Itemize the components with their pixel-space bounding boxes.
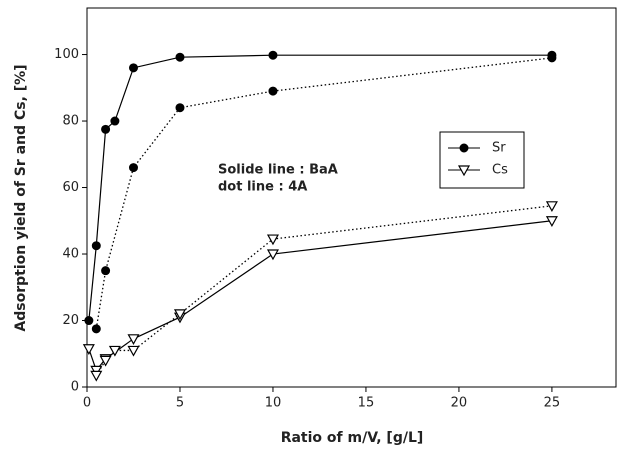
legend-marker <box>457 165 471 177</box>
point <box>173 309 187 321</box>
point <box>101 266 111 276</box>
point <box>545 201 558 213</box>
series-line <box>95 205 552 376</box>
point <box>127 345 140 357</box>
series-line <box>88 54 552 321</box>
x-axis-label: Ratio of m/V, [g/L] <box>281 430 424 446</box>
x-tick-label: 10 <box>265 396 282 411</box>
x-tick-label: 5 <box>176 396 184 411</box>
point <box>268 50 278 60</box>
legend-label: Cs <box>492 163 508 178</box>
point <box>82 344 95 356</box>
point <box>90 370 103 382</box>
legend-box <box>439 131 525 189</box>
point <box>91 324 101 334</box>
x-tick-label: 15 <box>358 396 375 411</box>
x-tick-label: 20 <box>451 396 468 411</box>
point <box>99 355 112 367</box>
point <box>108 345 121 357</box>
legend-marker <box>459 143 469 153</box>
point <box>266 249 279 261</box>
plot-frame <box>86 7 617 388</box>
point <box>266 234 279 246</box>
series-line <box>88 220 552 372</box>
point <box>91 241 101 251</box>
point <box>175 103 185 113</box>
legend-label: Sr <box>492 141 506 156</box>
point <box>110 116 120 126</box>
y-tick-label: 20 <box>62 313 79 328</box>
y-tick-label: 0 <box>71 380 79 395</box>
point <box>127 334 140 346</box>
y-tick-label: 60 <box>62 180 79 195</box>
y-axis-label: Adsorption yield of Sr and Cs, [%] <box>13 64 29 331</box>
point <box>268 86 278 96</box>
y-tick-label: 100 <box>54 47 79 62</box>
point <box>84 316 94 326</box>
annotation: Solide line : BaA <box>218 163 338 178</box>
x-tick-label: 0 <box>83 396 91 411</box>
point <box>101 124 111 134</box>
x-tick-label: 25 <box>544 396 561 411</box>
point <box>128 63 138 73</box>
series-line <box>95 57 552 329</box>
point <box>545 216 558 228</box>
point <box>175 52 185 62</box>
y-tick-label: 40 <box>62 247 79 262</box>
y-tick-label: 80 <box>62 114 79 129</box>
point <box>547 53 557 63</box>
point <box>128 163 138 173</box>
annotation: dot line : 4A <box>218 180 307 195</box>
